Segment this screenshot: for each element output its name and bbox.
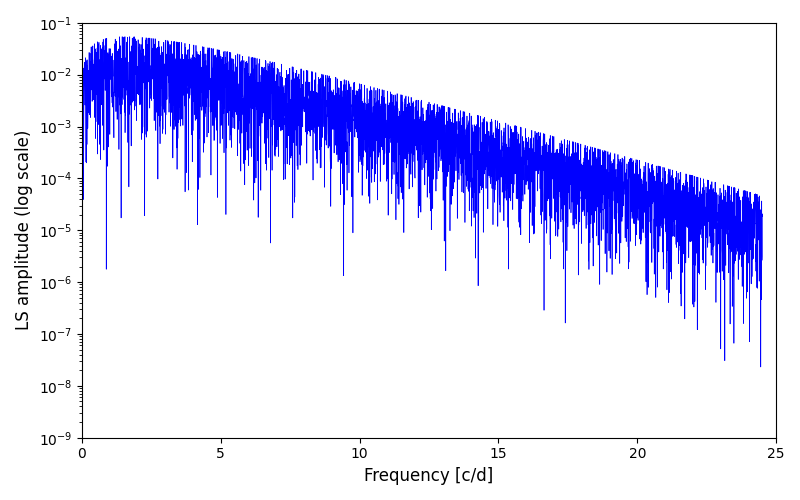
X-axis label: Frequency [c/d]: Frequency [c/d] — [364, 467, 494, 485]
Y-axis label: LS amplitude (log scale): LS amplitude (log scale) — [15, 130, 33, 330]
